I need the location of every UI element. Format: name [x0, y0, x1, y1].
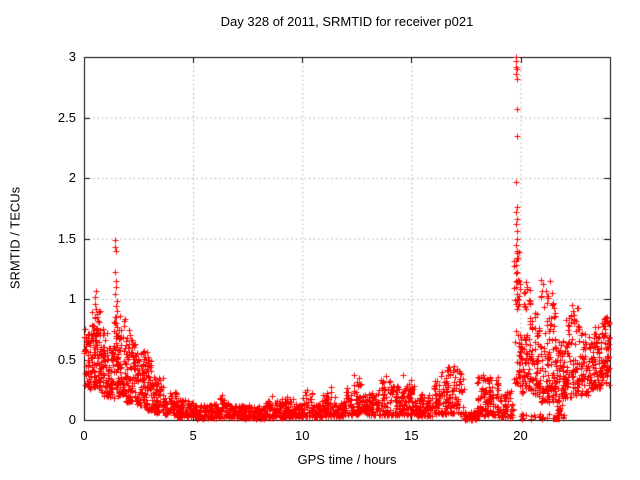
- x-axis-label: GPS time / hours: [297, 452, 397, 467]
- x-tick-label-20: 20: [513, 428, 528, 443]
- y-tick-label-1.5: 1.5: [57, 230, 76, 246]
- y-tick-label-0: 0: [68, 412, 76, 427]
- y-tick-label-3: 3: [68, 49, 76, 64]
- y-tick-label-2.5: 2.5: [57, 109, 76, 125]
- y-tick-label-2: 2: [68, 170, 76, 185]
- chart-title: Day 328 of 2011, SRMTID for receiver p02…: [220, 14, 474, 29]
- y-tick-label-1: 1: [68, 291, 76, 306]
- x-tick-label-10: 10: [295, 428, 310, 443]
- y-tick-label-0.5: 0.5: [57, 351, 76, 367]
- x-tick-label-15: 15: [404, 428, 419, 443]
- x-tick-label-0: 0: [80, 428, 88, 443]
- x-tick-label-5: 5: [189, 428, 197, 443]
